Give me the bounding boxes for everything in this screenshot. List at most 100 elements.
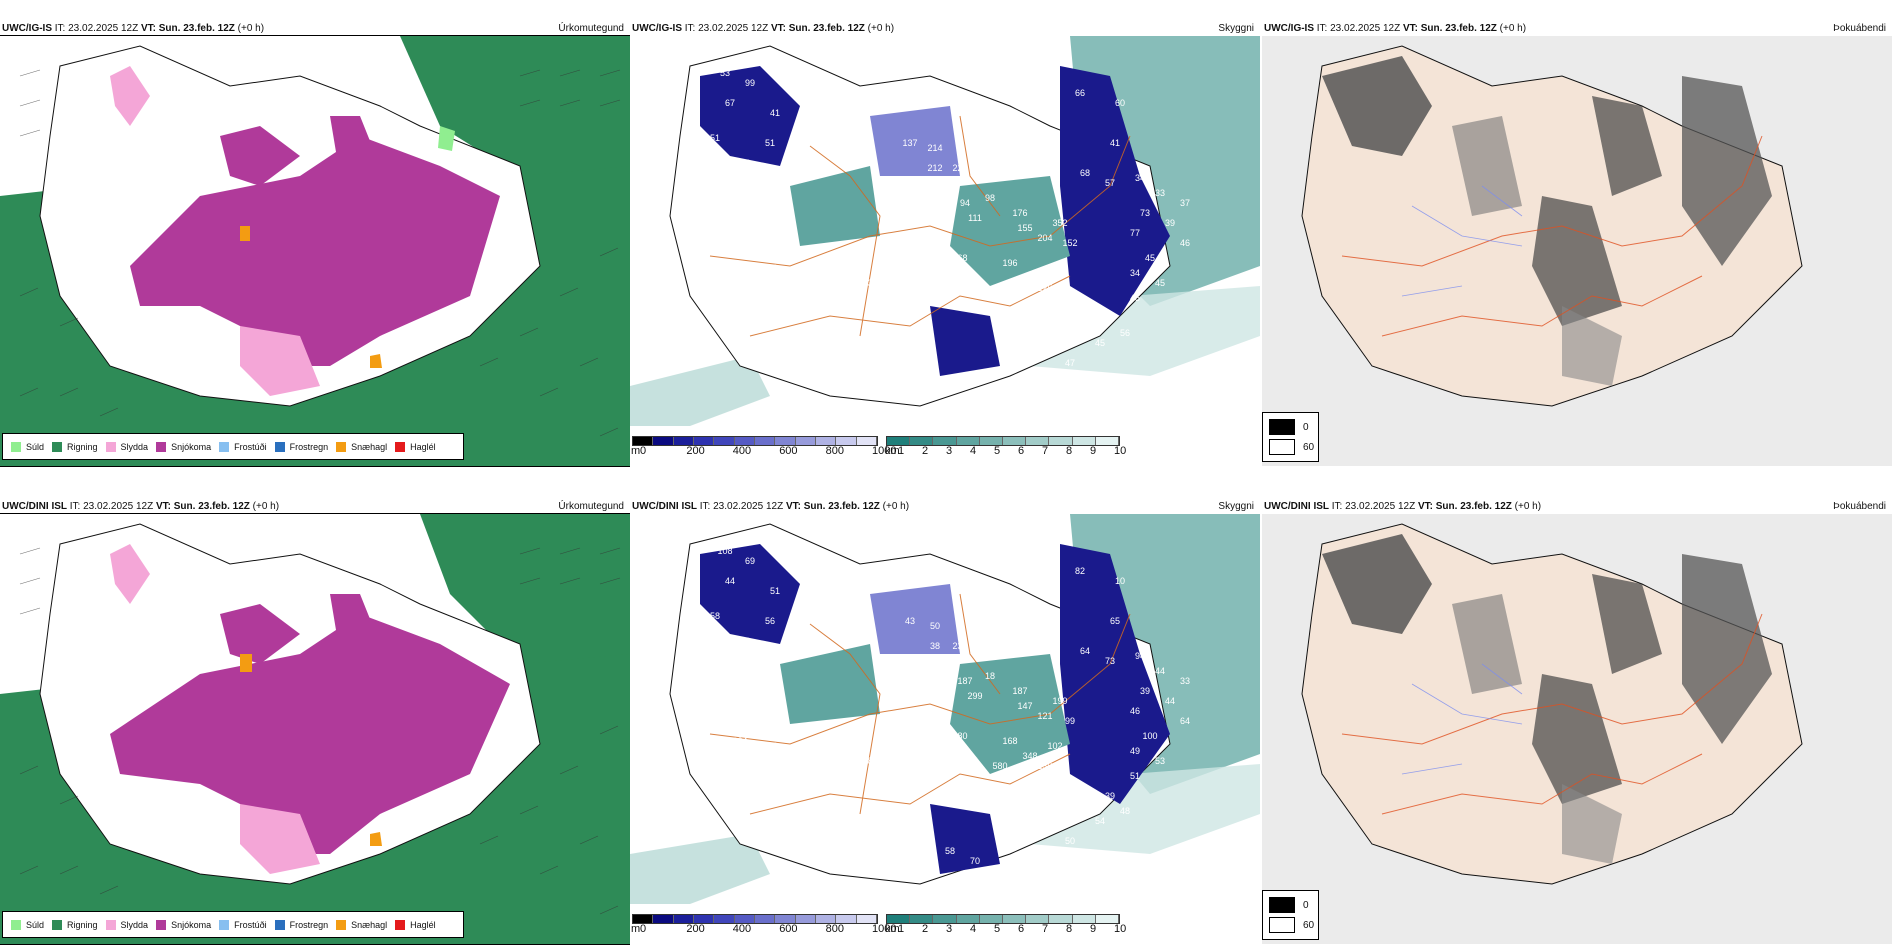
colorbar-segment: [836, 915, 857, 923]
colorbar-segment: [693, 437, 715, 445]
ceiling-value-label: 176: [1012, 208, 1027, 218]
legend-item-slydda: Slydda: [105, 441, 149, 452]
ceiling-value-label: 102: [1047, 741, 1062, 751]
colorbar-segment: [856, 915, 877, 923]
precip-type-legend: Súld Rigning Slydda Snjókoma Frostúði Frostre…: [2, 911, 464, 938]
colorbar-tick-label: 8: [1066, 923, 1073, 935]
colorbar-segment: [887, 915, 911, 923]
legend-item-frostúði: Frostúði: [219, 441, 267, 452]
colorbar-segment: [979, 437, 1004, 445]
fog-legend: 0 60: [1262, 890, 1319, 940]
colorbar-tick-label: 5: [994, 445, 1001, 457]
colorbar-segment: [910, 915, 934, 923]
ceiling-value-label: 97: [895, 278, 905, 288]
ceiling-value-label: 462: [802, 721, 817, 731]
vt-value: Sun. 23.feb. 12Z: [1420, 23, 1497, 34]
ceiling-value-label: 930: [762, 263, 777, 273]
legend-item-frostregn: Frostregn: [274, 919, 329, 930]
ceiling-value-label: 99: [1065, 716, 1075, 726]
colorbar-segment: [1072, 437, 1096, 445]
ceiling-value-label: 34: [1130, 268, 1140, 278]
colorbar-tick-label: 600: [779, 445, 798, 457]
legend-label: Frostregn: [289, 441, 329, 452]
fog-legend-label-1: 60: [1303, 441, 1315, 453]
vt-label: VT:: [1402, 23, 1418, 34]
ceiling-value-label: 299: [967, 691, 982, 701]
lead-time: (+0 h): [1499, 23, 1527, 34]
colorbar-tick-label: 800: [825, 445, 844, 457]
ceiling-value-label: 304: [732, 736, 747, 746]
ceiling-value-label: 98: [740, 158, 750, 168]
colorbar-segment: [887, 437, 911, 445]
legend-label: Frostregn: [289, 919, 329, 930]
legend-swatch: [52, 441, 63, 452]
ceiling-value-label: 111: [968, 213, 982, 223]
legend-label: Rigning: [67, 441, 98, 452]
ceiling-value-label: 98: [985, 193, 995, 203]
visibility-unit: km: [885, 445, 900, 457]
panel-title: Úrkomutegund: [558, 23, 624, 34]
ceiling-value-label: 196: [762, 741, 777, 751]
ceiling-value-label: 58: [945, 846, 955, 856]
ceiling-value-label: 65: [1110, 616, 1120, 626]
ceiling-value-label: 239: [952, 641, 967, 651]
panel-header: UWC/IG-IS IT: 23.02.2025 12Z VT: Sun. 23…: [1264, 22, 1890, 36]
colorbar-tick-label: 10: [1114, 445, 1127, 457]
ceiling-unit: m: [631, 923, 641, 935]
ceiling-value-label: 53: [1155, 756, 1165, 766]
ceiling-value-label: 91: [765, 656, 775, 666]
vt-value: Sun. 23.feb. 12Z: [173, 501, 250, 512]
ceiling-colorbar-bar: [632, 914, 878, 924]
ceiling-value-label: 172: [777, 338, 792, 348]
ceiling-value-label: 44: [725, 576, 735, 586]
legend-label: Súld: [26, 441, 45, 452]
ceiling-value-label: 128: [857, 756, 872, 766]
vt-label: VT:: [770, 23, 786, 34]
it-value: 23.02.2025 12Z: [68, 23, 139, 34]
it-label: IT:: [54, 23, 66, 34]
fog-legend-label-1: 60: [1303, 919, 1315, 931]
it-label: IT:: [1316, 23, 1328, 34]
legend-swatch: [11, 919, 21, 930]
colorbar-segment: [1026, 437, 1050, 445]
fog-legend-label-0: 0: [1303, 899, 1309, 911]
ceiling-value-label: 42: [905, 901, 915, 911]
ceiling-value-label: 45: [1095, 338, 1105, 348]
ceiling-value-label: 10: [1115, 576, 1125, 586]
colorbar-segment: [693, 915, 715, 923]
vt-label: VT:: [155, 501, 171, 512]
ceiling-value-label: 168: [952, 886, 967, 896]
colorbar-tick-label: 9: [1090, 445, 1097, 457]
ceiling-value-label: 46: [1130, 706, 1140, 716]
panel-title: Úrkomutegund: [558, 501, 624, 512]
model-name: UWC/IG-IS: [2, 23, 52, 34]
colorbar-tick-label: 400: [732, 923, 752, 935]
ceiling-value-label: 49: [1130, 746, 1140, 756]
legend-label: Slydda: [120, 441, 149, 452]
colorbar-segment: [1072, 915, 1096, 923]
ceiling-value-label: 47: [1105, 313, 1115, 323]
legend-swatch: [395, 441, 406, 452]
ceiling-value-label: 47: [1065, 358, 1075, 368]
ceiling-value-label: 136: [1022, 273, 1037, 283]
colorbar-segment: [754, 915, 776, 923]
legend-item-haglél: Haglél: [395, 441, 436, 452]
ceiling-value-label: 82: [1075, 566, 1085, 576]
fog-legend: 0 60: [1262, 412, 1319, 462]
colorbar-segment: [1095, 437, 1120, 445]
ceiling-value-label: 45: [1145, 253, 1155, 263]
colorbar-tick-label: 200: [686, 445, 705, 457]
it-value: 23.02.2025 12Z: [1330, 23, 1401, 34]
legend-swatch: [274, 441, 285, 452]
colorbar-segment: [673, 915, 694, 923]
ceiling-value-label: 33: [1180, 676, 1190, 686]
colorbar-tick-label: 1000: [872, 923, 897, 935]
ceiling-colorbar: m 0 200 400 600 800 1000: [631, 436, 896, 460]
colorbar-segment: [956, 437, 980, 445]
ceiling-value-label: 140: [892, 756, 907, 766]
colorbar-tick-label: 0: [640, 923, 647, 935]
ceiling-value-label: 108: [717, 546, 732, 556]
it-label: IT:: [684, 23, 696, 34]
